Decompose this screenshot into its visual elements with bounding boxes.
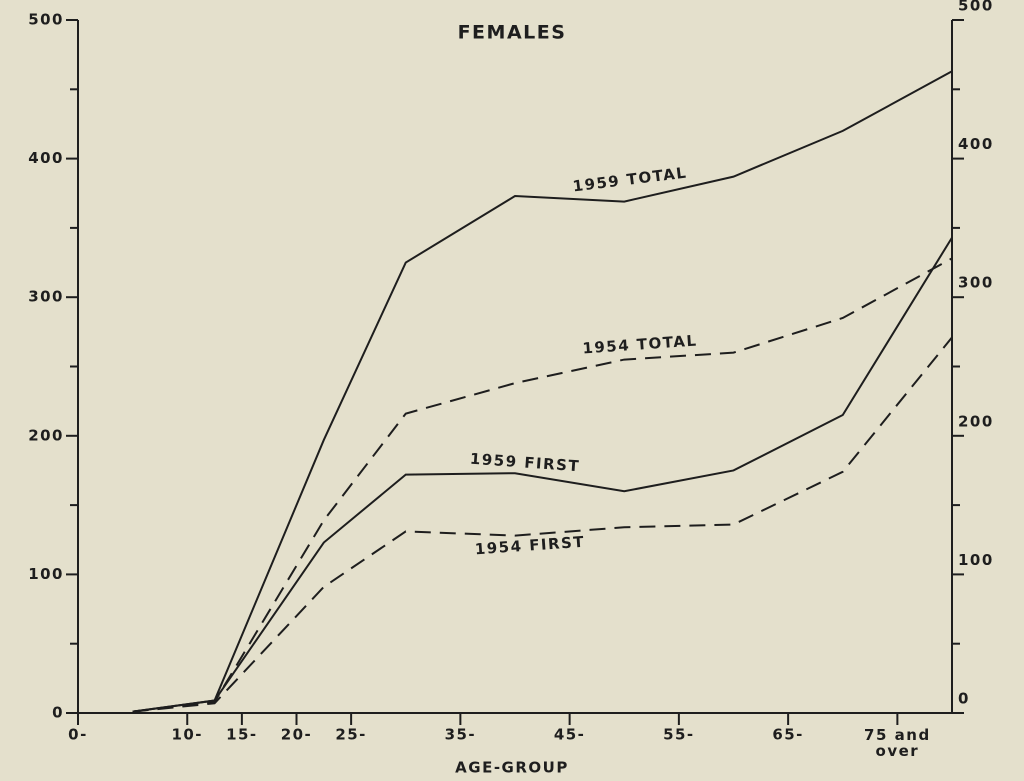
data-line [132, 70, 953, 713]
x-tick-label: 25- [335, 726, 367, 744]
x-tick-label: 75 and over [864, 726, 931, 760]
series-label: 1954 FIRST [474, 533, 585, 559]
series-label: 1954 TOTAL [582, 332, 698, 358]
data-line [132, 336, 953, 713]
data-line [132, 257, 953, 713]
x-tick-label: 55- [663, 726, 695, 744]
y2-tick-label: 400 [958, 135, 994, 153]
y2-tick-label: 500 [958, 0, 994, 15]
x-tick-label: 15- [226, 726, 258, 744]
x-axis-label: AGE-GROUP [455, 759, 569, 777]
x-tick-label: 65- [772, 726, 804, 744]
y-tick-label: 300 [28, 288, 64, 306]
x-tick-label: 45- [554, 726, 586, 744]
y2-tick-label: 300 [958, 274, 994, 292]
y-tick-label: 500 [28, 11, 64, 29]
x-tick-label: 35- [445, 726, 477, 744]
y-tick-label: 100 [28, 565, 64, 583]
x-tick-label: 20- [281, 726, 313, 744]
y2-tick-label: 200 [958, 412, 994, 430]
y-tick-label: 400 [28, 149, 64, 167]
y2-tick-label: 0 [958, 690, 970, 708]
x-tick-label: 0- [68, 726, 88, 744]
y-tick-label: 200 [28, 426, 64, 444]
chart-title: FEMALES [458, 22, 567, 44]
series-label: 1959 FIRST [469, 450, 580, 476]
y-tick-label: 0 [52, 704, 64, 722]
x-tick-label: 10- [171, 726, 203, 744]
y2-tick-label: 100 [958, 551, 994, 569]
data-line [132, 237, 953, 713]
